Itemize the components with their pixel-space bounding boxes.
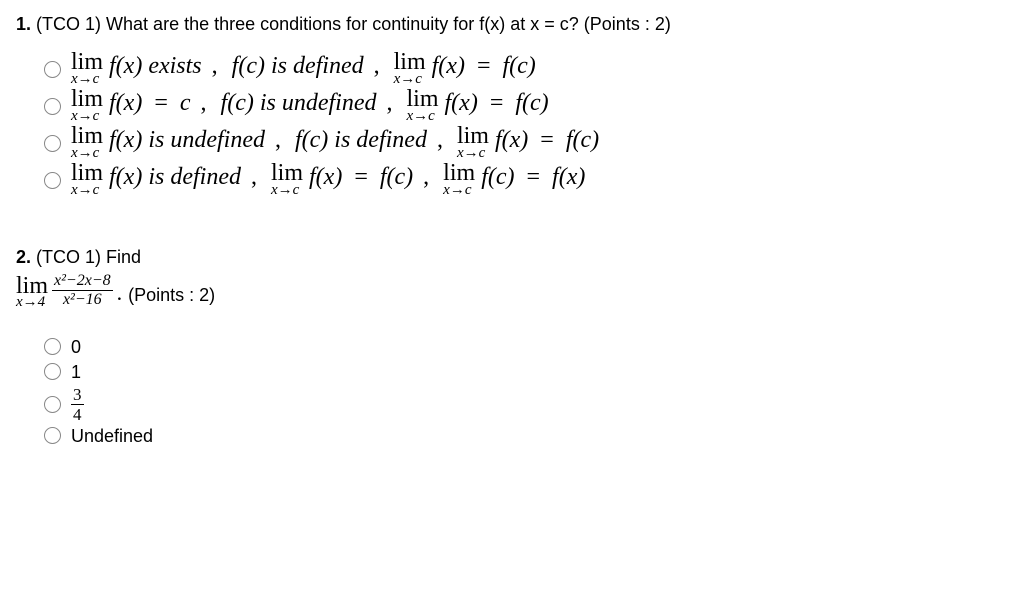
limit-expr: limx→c [394, 51, 426, 86]
q1-option[interactable]: limx→c f(x) is undefined , f(c) is defin… [44, 125, 998, 160]
q2-option-text: 34 [71, 386, 84, 423]
q1-options: limx→c f(x) exists , f(c) is defined , l… [44, 51, 998, 197]
q2-options: 0134Undefined [44, 336, 998, 449]
limit-expr: limx→c [271, 162, 303, 197]
q2-option-text: 0 [71, 336, 81, 359]
q1-number: 1. [16, 14, 31, 34]
q2-option[interactable]: 34 [44, 386, 998, 423]
q1-option[interactable]: limx→c f(x) is defined , limx→c f(x) = f… [44, 162, 998, 197]
limit-expr: limx→c [443, 162, 475, 197]
q2-lim-bot: x→4 [16, 295, 48, 309]
q2-lim: lim x→4 [16, 275, 48, 310]
q1-stem-text: What are the three conditions for contin… [106, 14, 579, 34]
q1-option-text: limx→c f(x) is defined , limx→c f(x) = f… [71, 162, 585, 197]
q2-period: . [117, 280, 123, 306]
radio-icon[interactable] [44, 172, 61, 189]
question-2: 2. (TCO 1) Find lim x→4 x²−2x−8 x²−16 . … [16, 245, 998, 448]
q1-stem: 1. (TCO 1) What are the three conditions… [16, 12, 998, 37]
radio-icon[interactable] [44, 135, 61, 152]
q2-points: (Points : 2) [128, 285, 215, 306]
q2-option[interactable]: 0 [44, 336, 998, 359]
q1-option[interactable]: limx→c f(x) = c , f(c) is undefined , li… [44, 88, 998, 123]
limit-expr: limx→c [71, 51, 103, 86]
limit-expr: limx→c [71, 88, 103, 123]
fraction: 34 [71, 386, 84, 423]
q2-option-text: 1 [71, 361, 81, 384]
q2-frac-num: x²−2x−8 [52, 273, 113, 291]
q1-option-text: limx→c f(x) = c , f(c) is undefined , li… [71, 88, 549, 123]
limit-expr: limx→c [457, 125, 489, 160]
q2-option-text: Undefined [71, 425, 153, 448]
q2-tco: (TCO 1) [36, 247, 101, 267]
q1-points: (Points : 2) [584, 14, 671, 34]
radio-icon[interactable] [44, 98, 61, 115]
q2-limit-expr: lim x→4 x²−2x−8 x²−16 . (Points : 2) [16, 273, 998, 310]
radio-icon[interactable] [44, 363, 61, 380]
radio-icon[interactable] [44, 338, 61, 355]
radio-icon[interactable] [44, 427, 61, 444]
q2-option[interactable]: Undefined [44, 425, 998, 448]
limit-expr: limx→c [71, 162, 103, 197]
q2-option[interactable]: 1 [44, 361, 998, 384]
limit-expr: limx→c [71, 125, 103, 160]
q1-option[interactable]: limx→c f(x) exists , f(c) is defined , l… [44, 51, 998, 86]
question-1: 1. (TCO 1) What are the three conditions… [16, 12, 998, 197]
radio-icon[interactable] [44, 61, 61, 78]
q2-number: 2. [16, 247, 31, 267]
q1-option-text: limx→c f(x) exists , f(c) is defined , l… [71, 51, 536, 86]
q1-option-text: limx→c f(x) is undefined , f(c) is defin… [71, 125, 599, 160]
q2-frac: x²−2x−8 x²−16 [52, 273, 113, 308]
q1-tco: (TCO 1) [36, 14, 101, 34]
limit-expr: limx→c [406, 88, 438, 123]
q2-frac-den: x²−16 [52, 291, 113, 308]
radio-icon[interactable] [44, 396, 61, 413]
q2-find: Find [106, 247, 141, 267]
q2-stem: 2. (TCO 1) Find [16, 245, 998, 270]
